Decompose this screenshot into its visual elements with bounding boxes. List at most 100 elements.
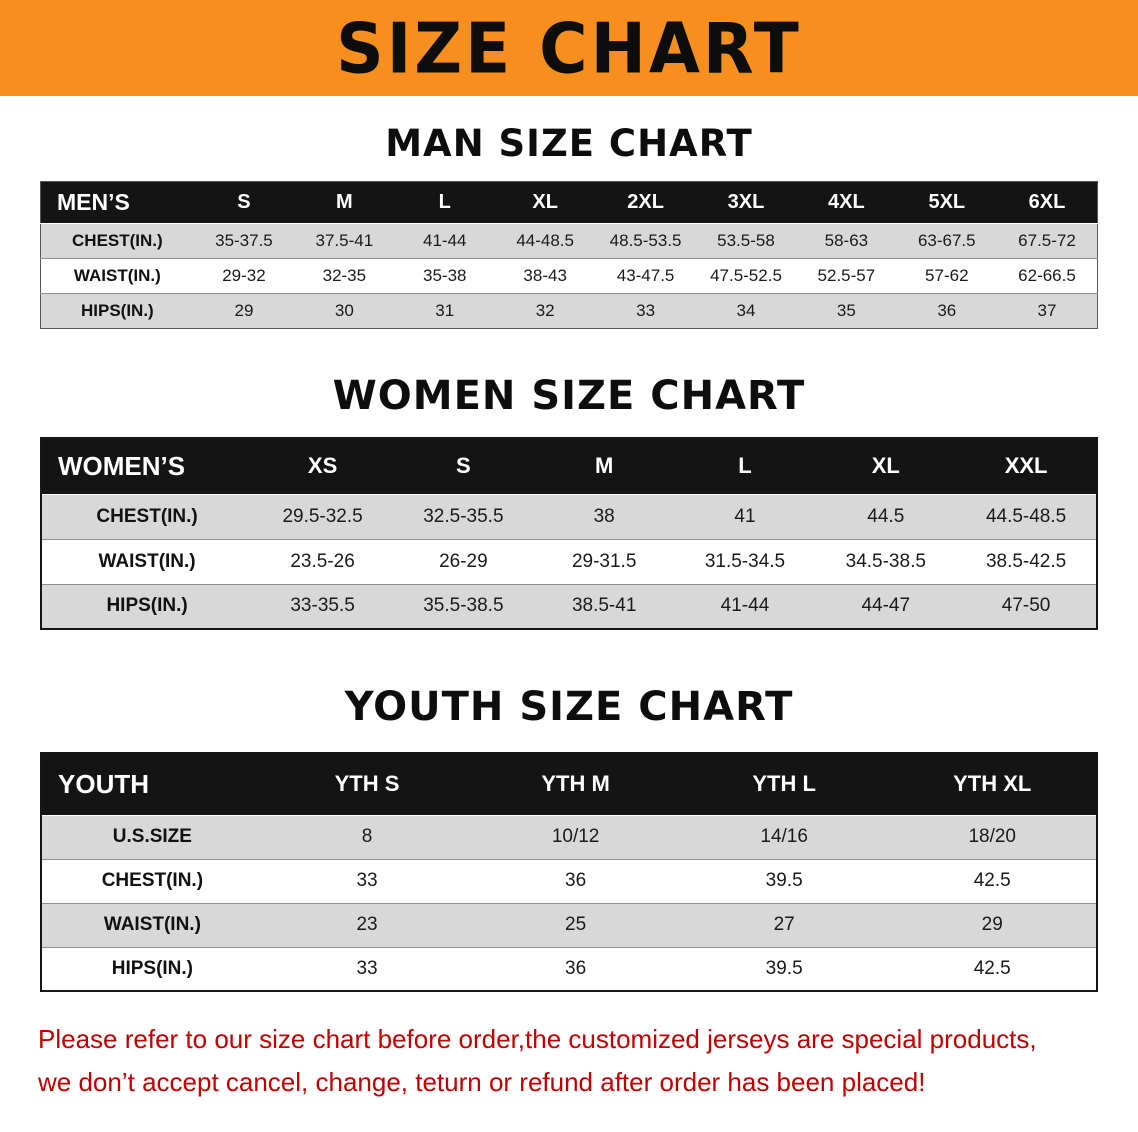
section-women-size-chart: WOMEN SIZE CHART WOMEN’S XS S M L XL XXL CHEST(I…	[0, 373, 1138, 630]
size-value-cell: 33-35.5	[290, 595, 355, 617]
section-man-size-chart: MAN SIZE CHART MEN’S S M L XL 2XL 3XL 4XL 5XL 6XL C…	[0, 122, 1138, 329]
table-row: HIPS(IN.) 29 30 31 32 33 34 35 36 37	[40, 293, 1098, 329]
table-row: HIPS(IN.) 33 36 39.5 42.5	[41, 947, 1097, 991]
table-corner-label: WOMEN’S	[58, 450, 186, 481]
size-value-cell: 32.5-35.5	[423, 505, 504, 527]
size-value-cell: 47.5-52.5	[710, 266, 782, 285]
size-value-cell: 44.5-48.5	[985, 505, 1067, 527]
size-value-cell: 38	[593, 505, 615, 527]
row-label: CHEST(IN.)	[101, 870, 204, 891]
size-value-cell: 48.5-53.5	[609, 231, 682, 250]
size-value-cell: 36	[565, 957, 587, 979]
size-value-cell: 35-38	[423, 266, 467, 285]
size-value-cell: 27	[773, 914, 795, 935]
column-header: 5XL	[928, 191, 966, 213]
row-label: WAIST(IN.)	[98, 550, 196, 572]
row-label: HIPS(IN.)	[81, 301, 154, 320]
size-value-cell: 14/16	[760, 826, 808, 847]
row-label: HIPS(IN.)	[106, 595, 188, 617]
column-header: YTH L	[752, 771, 816, 797]
row-label: WAIST(IN.)	[103, 914, 201, 935]
footer-line-2: we don’t accept cancel, change, teturn o…	[38, 1066, 926, 1097]
size-value-cell: 42.5	[973, 870, 1011, 891]
size-value-cell: 44-48.5	[516, 231, 574, 250]
column-header: XL	[532, 191, 558, 213]
size-value-cell: 34.5-38.5	[845, 550, 926, 572]
size-value-cell: 35-37.5	[215, 231, 273, 250]
footer-line-1: Please refer to our size chart before or…	[38, 1024, 1037, 1054]
size-value-cell: 32	[535, 301, 555, 320]
size-value-cell: 41-44	[720, 595, 770, 617]
size-value-cell: 47-50	[1001, 595, 1051, 617]
size-value-cell: 29.5-32.5	[282, 505, 363, 527]
size-value-cell: 63-67.5	[917, 231, 976, 250]
table-row: WAIST(IN.) 23 25 27 29	[41, 903, 1097, 947]
table-row: HIPS(IN.) 33-35.5 35.5-38.5 38.5-41 41-44 44-…	[41, 584, 1097, 629]
size-value-cell: 38-43	[523, 266, 567, 285]
table-row: CHEST(IN.) 29.5-32.5 32.5-35.5 38 41 44.5 44.5…	[41, 494, 1097, 539]
size-value-cell: 31.5-34.5	[704, 550, 786, 572]
size-value-cell: 23	[356, 914, 378, 935]
column-header: YTH S	[334, 771, 400, 797]
size-value-cell: 30	[334, 301, 354, 320]
column-header: YTH M	[541, 771, 610, 797]
header-row: MEN’S S M L XL 2XL 3XL 4XL 5XL 6XL	[40, 181, 1098, 224]
size-table-body: CHEST(IN.) 35-37.5 37.5-41 41-44 44-48.5 48.5…	[40, 223, 1098, 329]
size-table-head: WOMEN’S XS S M L XL XXL	[41, 438, 1097, 494]
column-header: L	[738, 453, 752, 479]
size-value-cell: 29-31.5	[571, 550, 637, 572]
column-header: L	[438, 191, 451, 213]
size-value-cell: 35.5-38.5	[423, 595, 504, 617]
size-value-cell: 37.5-41	[315, 231, 374, 250]
size-value-cell: 18/20	[968, 826, 1016, 847]
table-corner-label: MEN’S	[57, 189, 130, 215]
size-value-cell: 29-32	[222, 266, 266, 285]
size-table: MEN’S S M L XL 2XL 3XL 4XL 5XL 6XL CHEST(IN.) 35-37…	[40, 181, 1098, 329]
row-label: U.S.SIZE	[112, 826, 192, 847]
size-value-cell: 35	[836, 301, 856, 320]
size-table-body: CHEST(IN.) 29.5-32.5 32.5-35.5 38 41 44.5 44.5…	[41, 494, 1097, 629]
table-row: CHEST(IN.) 35-37.5 37.5-41 41-44 44-48.5 48.5…	[40, 223, 1098, 259]
size-value-cell: 38.5-42.5	[985, 550, 1067, 572]
size-value-cell: 52.5-57	[817, 266, 876, 285]
size-value-cell: 25	[565, 914, 587, 935]
column-header: S	[237, 191, 251, 213]
section-title: MAN SIZE CHART	[385, 122, 753, 165]
size-value-cell: 62-66.5	[1018, 266, 1076, 285]
column-header: S	[456, 453, 471, 479]
size-table-wrap: MEN’S S M L XL 2XL 3XL 4XL 5XL 6XL CHEST(IN.) 35-37…	[40, 181, 1098, 329]
size-value-cell: 23.5-26	[290, 550, 355, 572]
footer-note: Please refer to our size chart before or…	[38, 1018, 1100, 1104]
size-value-cell: 39.5	[765, 870, 803, 891]
size-table-head: YOUTH YTH S YTH M YTH L YTH XL	[41, 753, 1097, 815]
column-header: 2XL	[627, 191, 664, 213]
section-title: WOMEN SIZE CHART	[332, 373, 806, 419]
row-label: CHEST(IN.)	[72, 231, 163, 250]
banner-title: SIZE CHART	[336, 7, 802, 89]
section-title: YOUTH SIZE CHART	[344, 684, 794, 730]
size-value-cell: 29	[981, 914, 1003, 935]
size-value-cell: 29	[234, 301, 254, 320]
size-table-wrap: YOUTH YTH S YTH M YTH L YTH XL U.S.SIZE 8 10/12…	[40, 752, 1098, 992]
column-header: 6XL	[1028, 191, 1066, 213]
column-header: XL	[871, 453, 900, 479]
size-value-cell: 37	[1037, 301, 1057, 320]
table-corner-label: YOUTH	[58, 768, 149, 799]
size-value-cell: 53.5-58	[717, 231, 775, 250]
size-value-cell: 36	[937, 301, 957, 320]
row-label: CHEST(IN.)	[96, 505, 198, 527]
header-row: YOUTH YTH S YTH M YTH L YTH XL	[41, 753, 1097, 815]
column-header: M	[595, 453, 614, 479]
section-youth-size-chart: YOUTH SIZE CHART YOUTH YTH S YTH M YTH L YTH …	[0, 684, 1138, 992]
size-chart-sections: MAN SIZE CHART MEN’S S M L XL 2XL 3XL 4XL 5XL 6XL C…	[0, 122, 1138, 992]
size-value-cell: 34	[736, 301, 756, 320]
size-value-cell: 67.5-72	[1018, 231, 1076, 250]
size-value-cell: 38.5-41	[571, 595, 637, 617]
size-value-cell: 26-29	[439, 550, 488, 572]
size-value-cell: 44.5	[867, 505, 905, 527]
size-value-cell: 43-47.5	[616, 266, 675, 285]
column-header: 4XL	[828, 191, 865, 213]
size-table-head: MEN’S S M L XL 2XL 3XL 4XL 5XL 6XL	[40, 181, 1098, 224]
size-value-cell: 36	[565, 870, 587, 891]
column-header: 3XL	[727, 191, 765, 213]
